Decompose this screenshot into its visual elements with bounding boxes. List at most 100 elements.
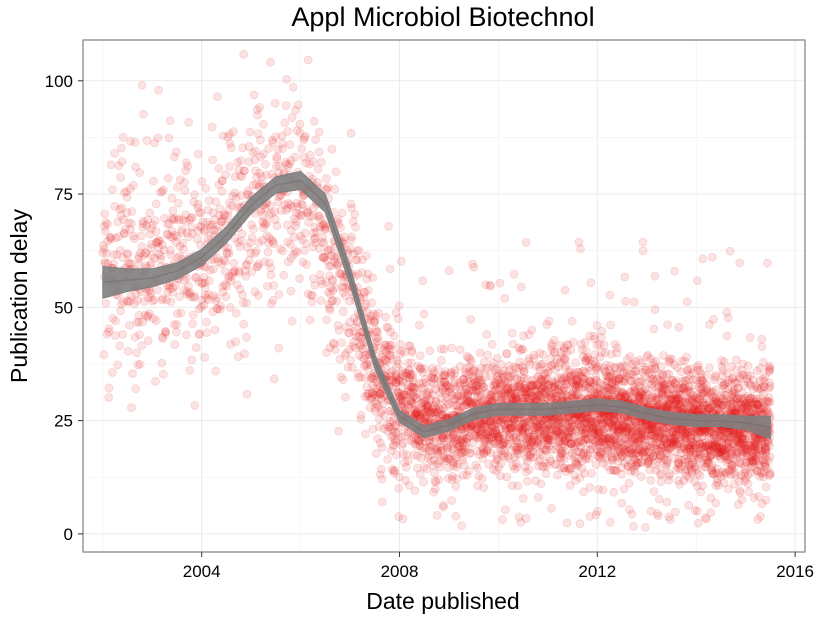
data-point <box>375 389 385 399</box>
data-point <box>285 159 295 169</box>
data-point <box>286 239 295 249</box>
data-point <box>184 232 193 242</box>
data-point <box>395 339 405 349</box>
data-point <box>177 227 187 237</box>
data-point <box>101 298 111 308</box>
data-point <box>155 236 165 246</box>
data-point <box>394 375 404 385</box>
data-point <box>196 208 206 218</box>
data-point <box>381 356 390 365</box>
data-point <box>139 251 148 261</box>
data-point <box>285 140 295 150</box>
data-point <box>373 327 382 337</box>
data-point <box>423 387 433 397</box>
data-point <box>331 253 340 263</box>
data-point <box>225 162 234 171</box>
data-point <box>397 391 407 401</box>
data-point <box>362 382 372 392</box>
data-point <box>195 221 205 231</box>
data-point <box>386 368 395 378</box>
data-point <box>349 249 359 259</box>
data-point <box>225 129 235 139</box>
data-point <box>130 137 140 147</box>
data-point <box>310 233 320 243</box>
data-point <box>416 364 426 373</box>
data-point <box>426 408 436 418</box>
data-point <box>269 239 279 249</box>
data-point <box>216 217 226 227</box>
data-point <box>418 443 428 453</box>
data-point <box>487 339 497 349</box>
data-point <box>420 396 430 406</box>
data-point <box>464 466 474 476</box>
data-point <box>297 199 306 209</box>
data-point <box>363 365 373 375</box>
data-point <box>305 211 315 221</box>
data-point <box>502 472 512 482</box>
data-point <box>419 477 428 487</box>
data-point <box>428 389 437 399</box>
data-point <box>229 258 239 268</box>
data-point <box>223 211 233 221</box>
data-point <box>280 118 290 128</box>
data-point <box>363 269 373 279</box>
data-point <box>256 152 266 162</box>
data-point <box>395 396 405 406</box>
data-point <box>228 127 238 137</box>
data-point <box>253 261 262 271</box>
data-point <box>361 251 371 261</box>
data-point <box>201 262 211 272</box>
data-point <box>253 259 263 269</box>
data-point <box>116 173 125 183</box>
data-point <box>719 357 729 367</box>
data-point <box>436 381 446 391</box>
data-point <box>321 174 331 183</box>
data-point <box>183 161 193 171</box>
data-point <box>334 269 344 279</box>
data-point <box>398 396 408 406</box>
data-point <box>424 395 434 405</box>
data-point <box>310 222 320 232</box>
data-point <box>146 258 156 268</box>
data-point <box>605 290 615 300</box>
data-point <box>157 332 167 342</box>
data-point <box>323 245 333 255</box>
data-point <box>215 211 224 220</box>
data-point <box>743 361 753 371</box>
data-point <box>178 238 188 248</box>
data-point <box>184 281 193 291</box>
data-point <box>187 222 197 232</box>
data-point <box>110 201 120 211</box>
data-point <box>439 500 449 510</box>
data-point <box>138 317 148 327</box>
data-point <box>100 257 110 267</box>
data-point <box>372 399 382 409</box>
data-point <box>393 435 403 445</box>
data-point <box>428 369 437 379</box>
data-point <box>368 390 378 399</box>
data-point <box>323 246 333 256</box>
data-point <box>382 322 392 332</box>
data-point <box>269 374 279 384</box>
data-point <box>383 342 393 352</box>
data-point <box>266 57 275 67</box>
data-point <box>171 281 181 290</box>
data-point <box>371 325 381 335</box>
data-point <box>407 358 416 368</box>
data-point <box>406 370 416 379</box>
data-point <box>416 413 426 423</box>
data-point <box>373 308 383 318</box>
data-point <box>143 311 153 321</box>
data-point <box>429 374 439 384</box>
data-point <box>419 309 429 319</box>
data-point <box>311 227 321 237</box>
data-point <box>213 92 222 102</box>
data-point <box>325 289 335 299</box>
data-point <box>422 390 432 400</box>
data-point <box>663 320 672 330</box>
data-point <box>271 161 281 171</box>
data-point <box>267 169 277 179</box>
data-point <box>218 287 228 297</box>
data-point <box>415 351 425 361</box>
data-point <box>191 272 201 282</box>
